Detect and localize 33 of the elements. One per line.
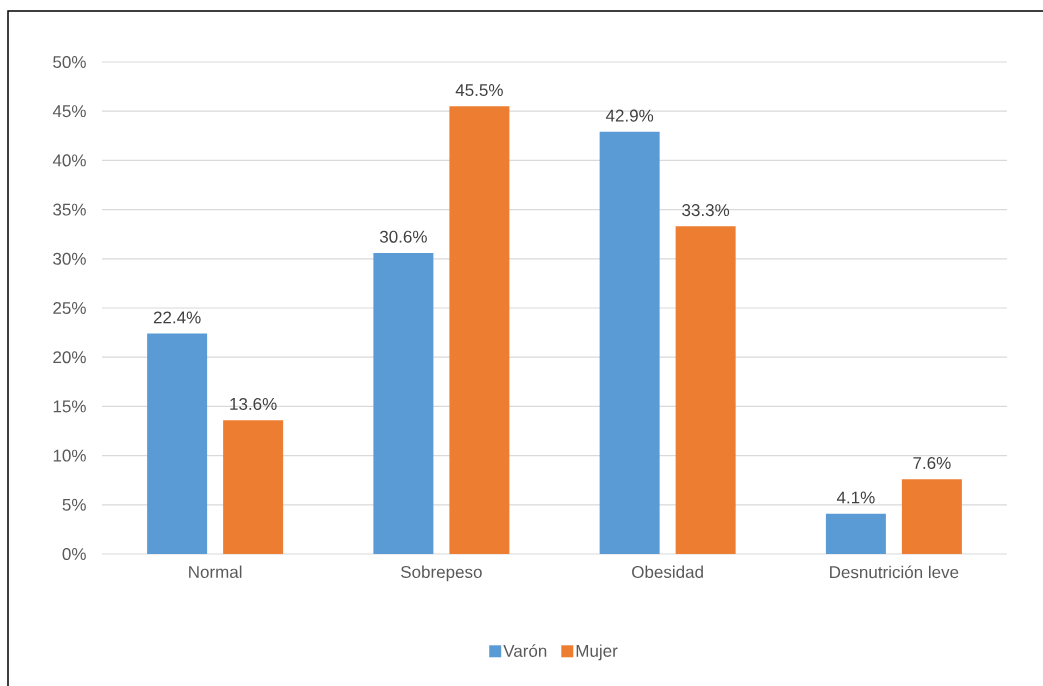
y-tick-label: 15% xyxy=(53,400,86,413)
y-tick-label: 30% xyxy=(53,252,86,265)
bar xyxy=(223,420,284,554)
y-tick-label: 5% xyxy=(62,498,86,511)
y-tick-label: 0% xyxy=(62,547,86,561)
bar xyxy=(901,479,962,554)
x-tick-label: Normal xyxy=(189,565,242,579)
data-label: 45.5% xyxy=(455,84,503,97)
bar xyxy=(449,106,510,554)
y-tick-label: 50% xyxy=(53,55,86,69)
legend-label: Varón xyxy=(503,644,547,657)
data-label: 4.1% xyxy=(836,491,875,504)
data-label: 33.3% xyxy=(682,204,730,217)
y-tick-label: 45% xyxy=(52,105,86,118)
bar xyxy=(825,513,886,554)
y-tick-label: 25% xyxy=(53,301,86,315)
y-tick-label: 10% xyxy=(53,449,86,462)
y-tick-label: 35% xyxy=(53,203,86,216)
y-tick-label: 40% xyxy=(52,154,86,167)
bar xyxy=(373,252,434,554)
data-label: 30.6% xyxy=(379,230,427,243)
bar xyxy=(675,226,736,554)
data-label: 42.9% xyxy=(605,109,654,122)
bar xyxy=(599,131,660,554)
x-tick-label: Sobrepeso xyxy=(401,565,482,582)
y-tick-label: 20% xyxy=(53,351,86,364)
data-label: 13.6% xyxy=(230,397,277,410)
bar xyxy=(147,333,208,554)
x-tick-label: Desnutrición leve xyxy=(830,565,959,579)
data-label: 22.4% xyxy=(153,311,201,324)
x-tick-label: Obesidad xyxy=(632,565,703,579)
data-label: 7.6% xyxy=(913,456,951,470)
legend-label: Mujer xyxy=(576,644,618,661)
